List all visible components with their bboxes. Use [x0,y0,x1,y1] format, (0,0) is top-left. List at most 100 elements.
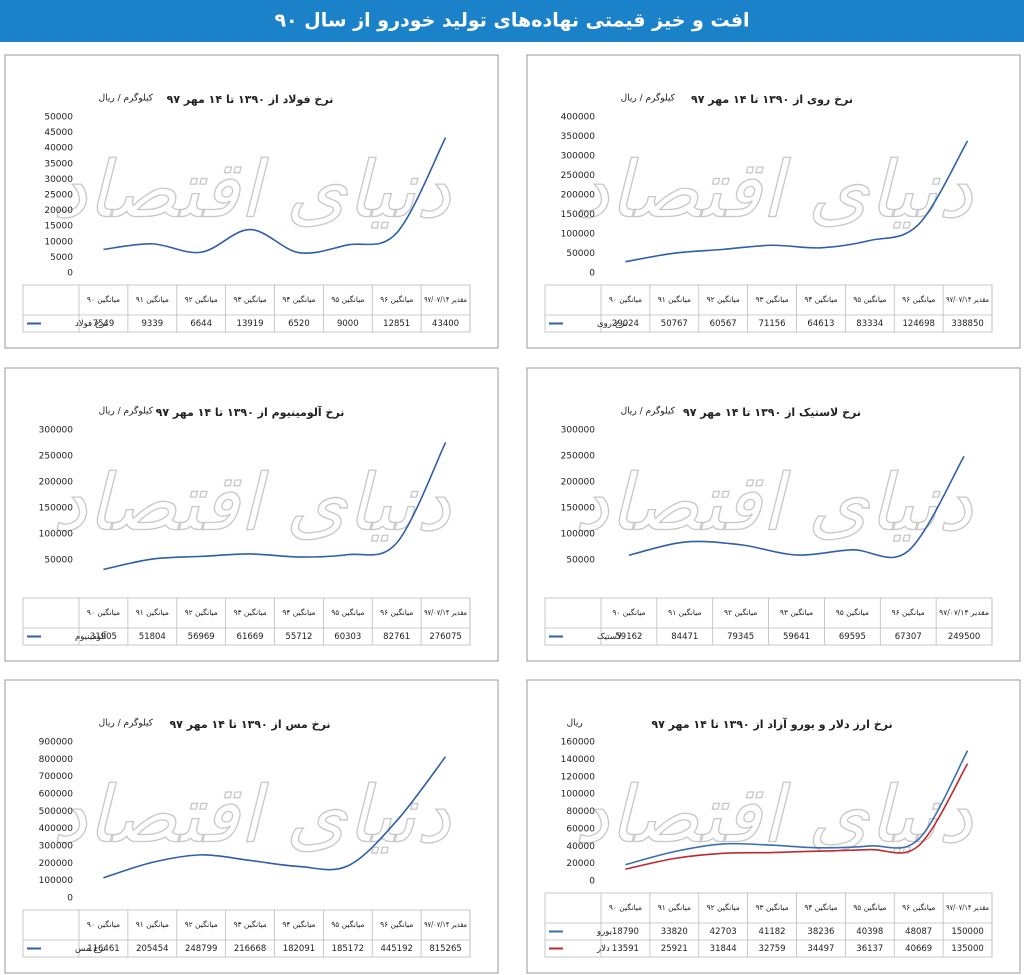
x-category-label: میانگین ۹۴ [804,295,837,304]
table-value: 182091 [283,944,315,954]
table-value: 216668 [234,944,266,954]
y-tick-label: 200000 [561,478,596,488]
y-tick-label: 250000 [561,171,596,181]
y-tick-label: 500000 [39,807,74,817]
x-category-label: میانگین ۹۰ [87,920,120,929]
x-category-label: مقدیر ۹۷/۰۷/۱۴ [424,295,467,304]
header-bar [0,0,1024,42]
y-tick-label: 50000 [566,249,595,259]
chart-panel: دنیای اقتصاد کیلوگرم / ریال نرخ مس از ۱۳۹۰… [4,679,499,974]
y-tick-label: 0 [67,269,73,279]
panel-frame [4,679,499,974]
y-tick-label: 100000 [39,876,74,886]
x-category-label: میانگین ۹۱ [658,903,691,912]
watermark: دنیای اقتصاد [574,458,972,548]
table-value: 59641 [783,632,810,642]
table-value: 12851 [383,319,410,329]
table-value: 64613 [807,319,834,329]
table-value: 32759 [759,944,786,954]
watermark: دنیای اقتصاد [52,145,450,235]
x-category-label: میانگین ۹۳ [780,608,813,617]
x-category-label: میانگین ۹۶ [902,903,935,912]
chart-title: نرخ آلومینیوم از ۱۳۹۰ تا ۱۴ مهر ۹۷ [156,405,345,419]
x-category-label: میانگین ۹۳ [755,903,788,912]
y-tick-label: 200000 [39,859,74,869]
table-value: 18790 [612,927,639,937]
x-category-label: میانگین ۹۲ [707,295,740,304]
y-axis-unit: کیلوگرم / ریال [99,717,154,729]
series-line [628,455,965,559]
y-tick-label: 15000 [44,222,73,232]
x-category-label: میانگین ۹۱ [658,295,691,304]
y-tick-label: 300000 [561,426,596,436]
x-category-label: میانگین ۹۰ [87,295,120,304]
x-category-label: میانگین ۹۵ [331,920,364,929]
watermark: دنیای اقتصاد [52,770,450,860]
table-value: 276075 [429,632,461,642]
x-category-label: میانگین ۹۱ [136,295,169,304]
x-category-label: میانگین ۹۲ [185,295,218,304]
watermark: دنیای اقتصاد [574,145,972,235]
x-category-label: میانگین ۹۰ [609,295,642,304]
legend-label: آلومینیوم [75,630,107,642]
table-value: 815265 [429,944,461,954]
y-tick-label: 40000 [566,842,595,852]
legend-label: نرخ فولاد [75,319,107,329]
table-value: 13591 [612,944,639,954]
y-tick-label: 350000 [561,132,596,142]
y-axis-unit: کیلوگرم / ریال [621,405,676,417]
y-tick-label: 300000 [39,426,74,436]
y-tick-label: 900000 [39,738,74,748]
chart-panel: دنیای اقتصاد کیلوگرم / ریال نرخ لاستیک از … [526,367,1021,662]
y-tick-label: 150000 [561,504,596,514]
legend-label: یورو [596,927,613,937]
table-value: 83334 [856,319,883,329]
x-category-label: میانگین ۹۶ [380,608,413,617]
x-category-label: میانگین ۹۶ [380,920,413,929]
table-value: 59162 [615,632,642,642]
x-category-label: میانگین ۹۰ [609,903,642,912]
table-value: 116461 [87,944,119,954]
table-value: 7549 [93,319,115,329]
y-tick-label: 40000 [44,144,73,154]
table-value: 61669 [237,632,264,642]
table-value: 25921 [661,944,688,954]
x-category-label: مقدیر ۹۷/۰۷/۱۴ [424,608,467,617]
y-tick-label: 150000 [39,504,74,514]
table-value: 43400 [432,319,459,329]
chart-panel: دنیای اقتصاد کیلوگرم / ریال نرخ فولاد از ۱… [4,54,499,349]
x-category-label: میانگین ۹۲ [185,608,218,617]
table-value: 55712 [285,632,312,642]
y-tick-label: 300000 [39,842,74,852]
chart-title: نرخ مس از ۱۳۹۰ تا ۱۴ مهر ۹۷ [169,718,330,731]
table-value: 51804 [139,632,166,642]
legend-label: نرخ روی [597,319,627,329]
y-tick-label: 200000 [561,191,596,201]
table-value: 249500 [948,632,980,642]
table-value: 67307 [895,632,922,642]
series-line [103,756,447,879]
x-category-label: میانگین ۹۰ [87,608,120,617]
y-axis-unit: کیلوگرم / ریال [99,92,154,104]
y-tick-label: 200000 [39,478,74,488]
y-tick-label: 160000 [561,738,596,748]
page-title: افت و خیز قیمتی نهاده‌های تولید خودرو از… [274,10,749,32]
x-category-label: میانگین ۹۶ [902,295,935,304]
table-value: 50767 [661,319,688,329]
series-line [625,140,969,263]
x-category-label: میانگین ۹۳ [233,608,266,617]
y-tick-label: 0 [67,894,73,904]
y-tick-label: 400000 [561,113,596,123]
x-category-label: میانگین ۹۶ [380,295,413,304]
x-category-label: میانگین ۹۵ [331,608,364,617]
table-value: 56969 [188,632,215,642]
table-value: 248799 [185,944,217,954]
y-tick-label: 100000 [39,530,74,540]
x-category-label: میانگین ۹۵ [331,295,364,304]
watermark: دنیای اقتصاد [574,770,972,860]
table-value: 6644 [190,319,212,329]
table-value: 41182 [759,927,786,937]
chart-panel: دنیای اقتصاد کیلوگرم / ریال نرخ روی از ۱۳۹… [526,54,1021,349]
panel-frame [526,367,1021,662]
watermark: دنیای اقتصاد [52,458,450,548]
